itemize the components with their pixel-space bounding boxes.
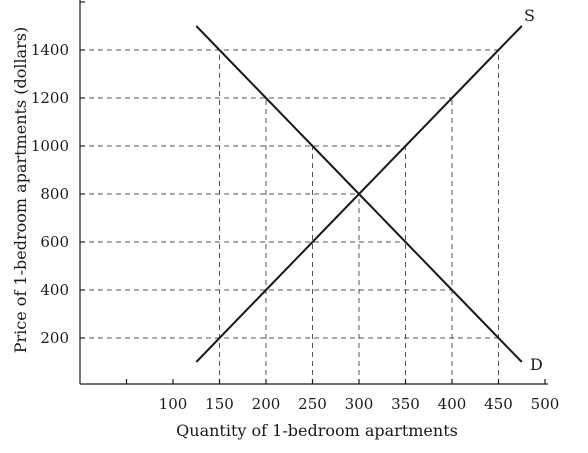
grid-lines	[80, 49, 499, 384]
series-label-demand: D	[530, 355, 543, 374]
x-tick-label-400: 400	[438, 395, 467, 413]
x-tick-label-100: 100	[159, 395, 188, 413]
axes	[79, 0, 548, 385]
y-tick-label-400: 400	[40, 281, 69, 299]
tick-marks	[80, 1, 546, 384]
y-tick-label-800: 800	[40, 185, 69, 203]
x-tick-label-200: 200	[252, 395, 281, 413]
series-lines	[195, 25, 523, 363]
tick-labels: 200 400 600 800 1000 1200 1400 100 150 200 250 300 3…	[31, 41, 560, 413]
x-tick-label-500: 500	[531, 395, 560, 413]
x-tick-label-250: 250	[298, 395, 327, 413]
demand-curve	[195, 25, 523, 363]
x-axis-title: Quantity of 1-bedroom apartments	[176, 421, 458, 440]
x-tick-label-300: 300	[345, 395, 374, 413]
y-tick-label-1200: 1200	[31, 89, 69, 107]
y-tick-label-1400: 1400	[31, 41, 69, 59]
x-tick-label-150: 150	[205, 395, 234, 413]
y-tick-label-1000: 1000	[31, 137, 69, 155]
y-axis-title: Price of 1-bedroom apartments (dollars)	[11, 27, 30, 353]
y-tick-label-600: 600	[40, 233, 69, 251]
x-tick-label-450: 450	[484, 395, 513, 413]
y-tick-label-200: 200	[40, 329, 69, 347]
x-tick-label-350: 350	[391, 395, 420, 413]
series-label-supply: S	[524, 6, 535, 25]
